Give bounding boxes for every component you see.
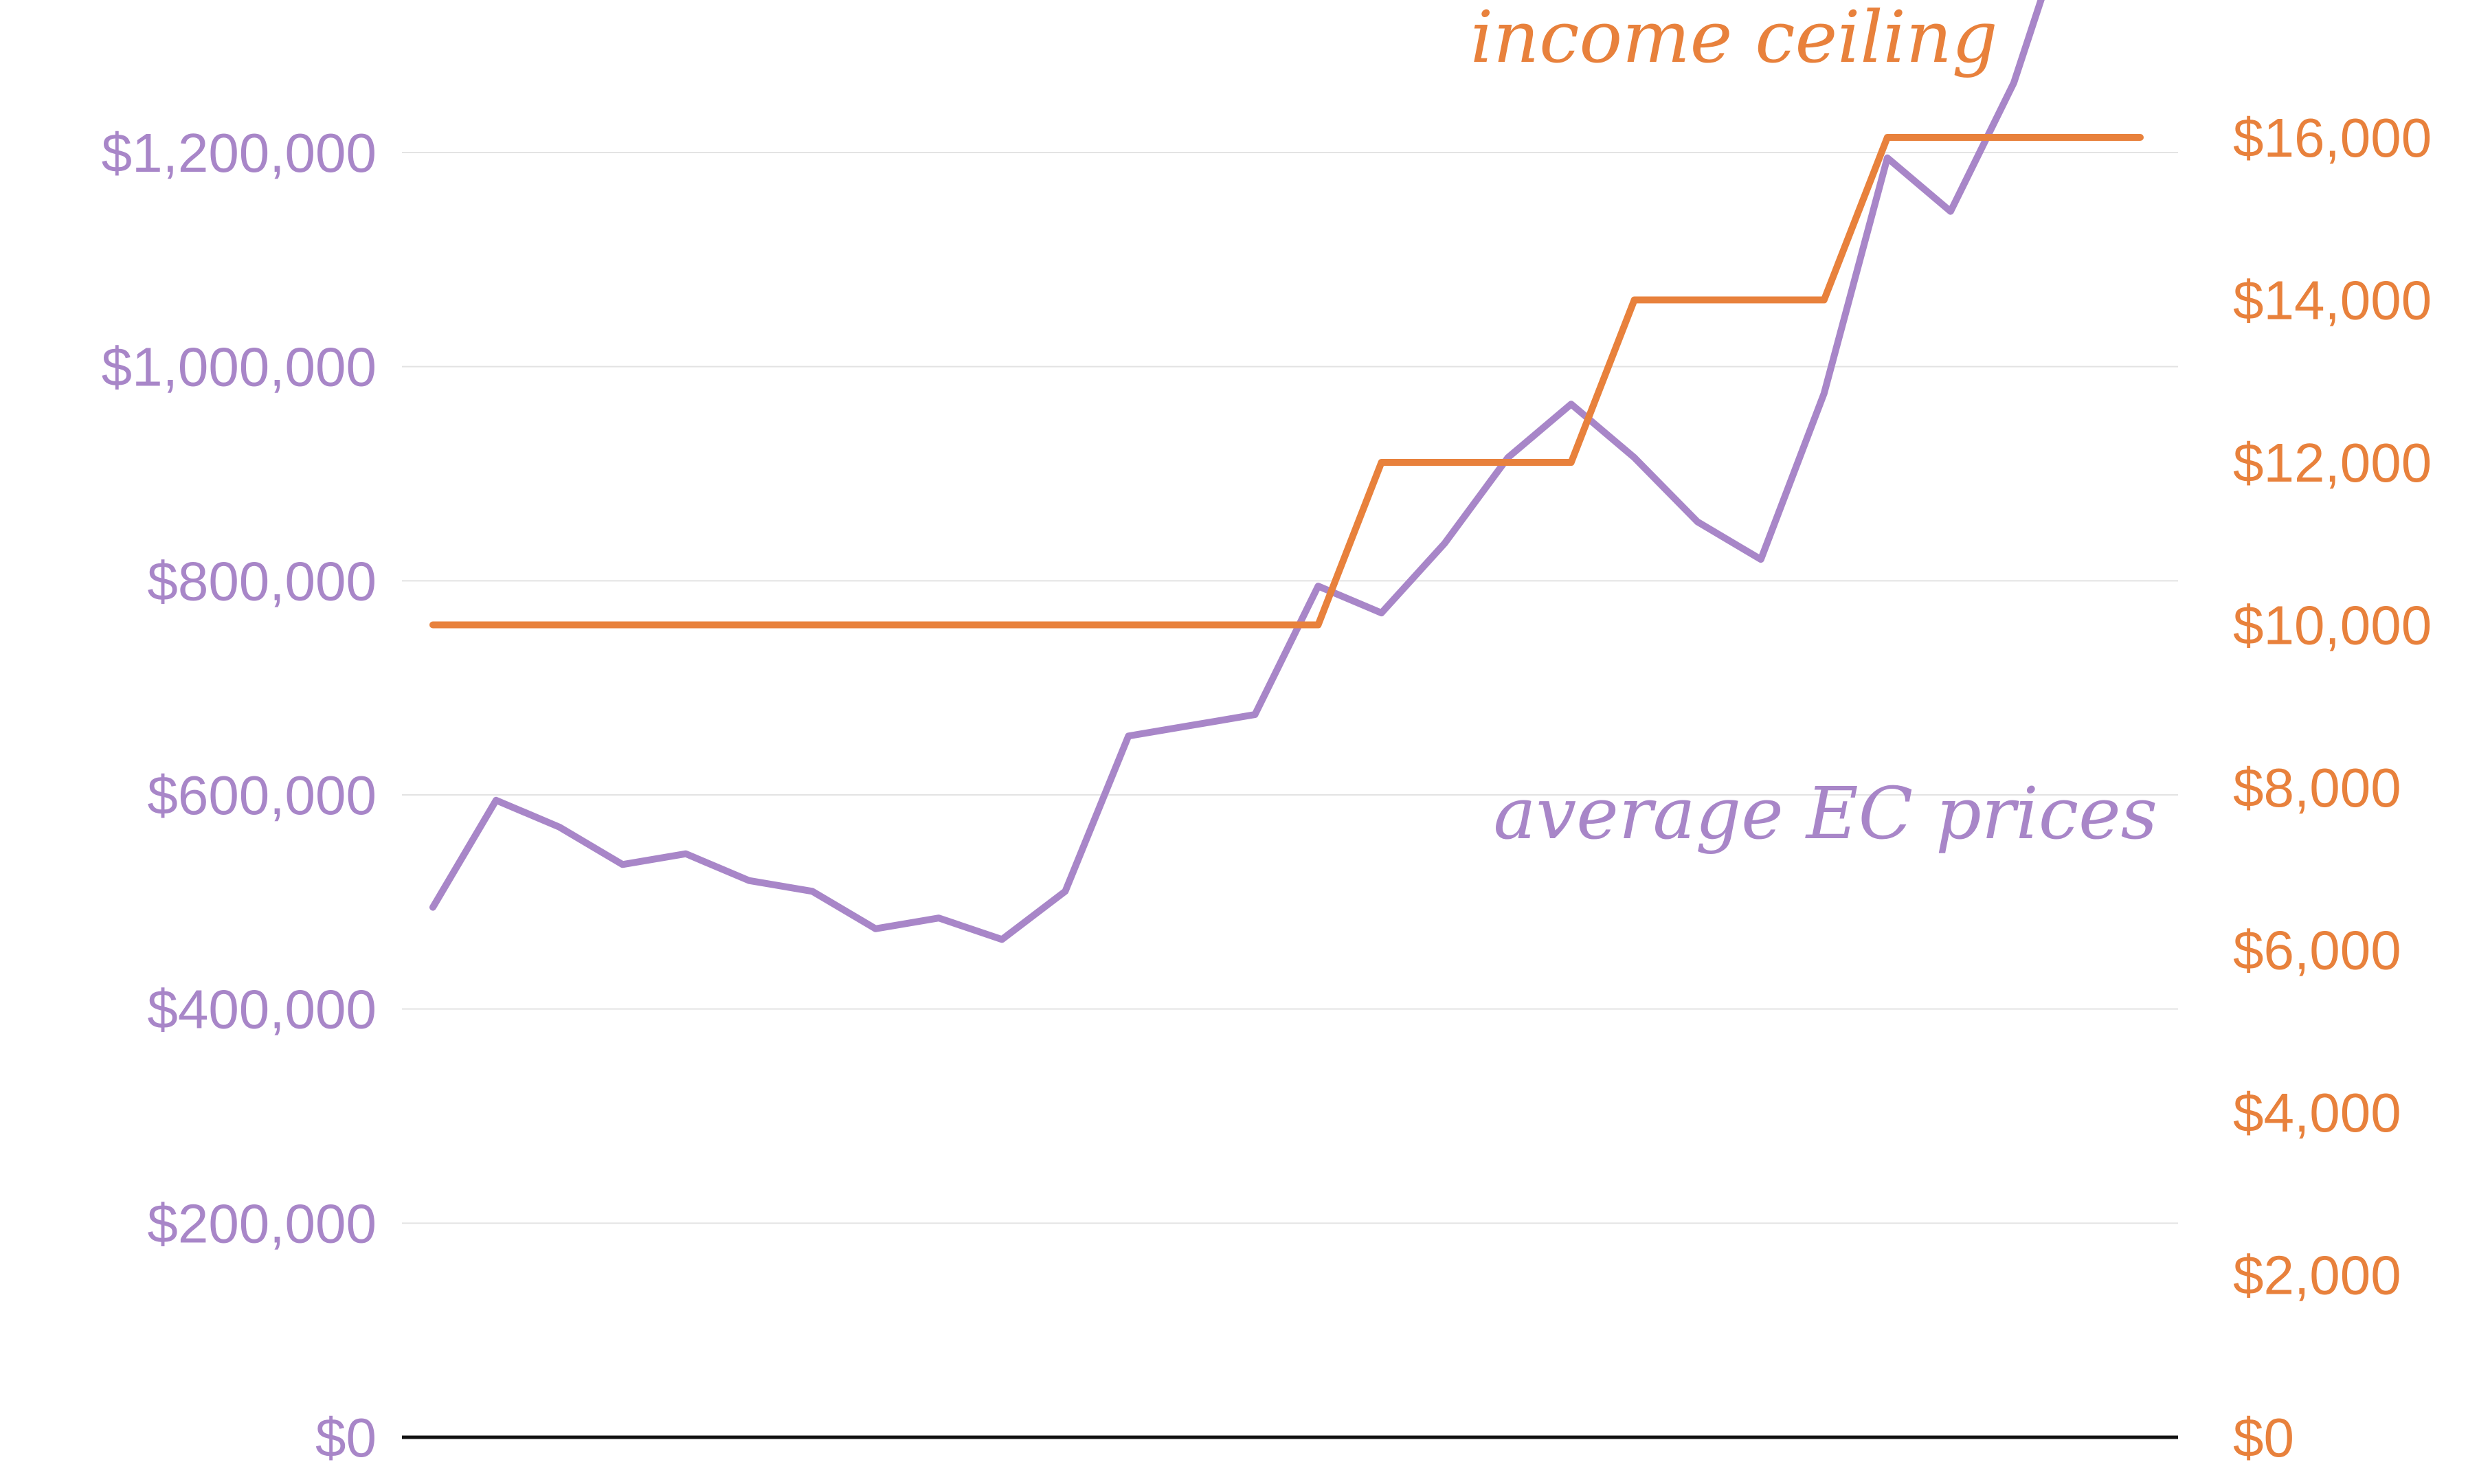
left-tick-label: $0 [315, 1407, 377, 1468]
average-ec-prices-line [429, 0, 2045, 943]
left-tick-label: $1,000,000 [102, 337, 377, 398]
right-tick-label: $2,000 [2233, 1245, 2401, 1306]
income-ceiling-label: income ceiling [1470, 0, 1997, 79]
left-tick-label: $400,000 [147, 979, 377, 1040]
left-tick-label: $600,000 [147, 765, 377, 826]
left-axis-ticks: $0 $200,000 $400,000 $600,000 $800,000 $1,000… [102, 122, 377, 1468]
right-tick-label: $0 [2233, 1407, 2294, 1468]
right-axis-ticks: $0 $2,000 $4,000 $6,000 $8,000 $10,000 $12,000… [2233, 107, 2432, 1468]
left-tick-label: $1,200,000 [102, 122, 377, 183]
left-tick-label: $200,000 [147, 1193, 377, 1254]
right-tick-label: $16,000 [2233, 107, 2432, 168]
gridlines [402, 152, 2178, 1224]
right-tick-label: $8,000 [2233, 757, 2401, 818]
income-ceiling-line [429, 134, 2144, 629]
right-tick-label: $12,000 [2233, 432, 2432, 493]
right-tick-label: $4,000 [2233, 1082, 2401, 1143]
average-ec-prices-label: average EC prices [1494, 772, 2157, 855]
left-tick-label: $800,000 [147, 550, 377, 611]
right-tick-label: $14,000 [2233, 270, 2432, 331]
series-lines [429, 0, 2144, 943]
right-tick-label: $6,000 [2233, 920, 2401, 981]
right-tick-label: $10,000 [2233, 595, 2432, 656]
